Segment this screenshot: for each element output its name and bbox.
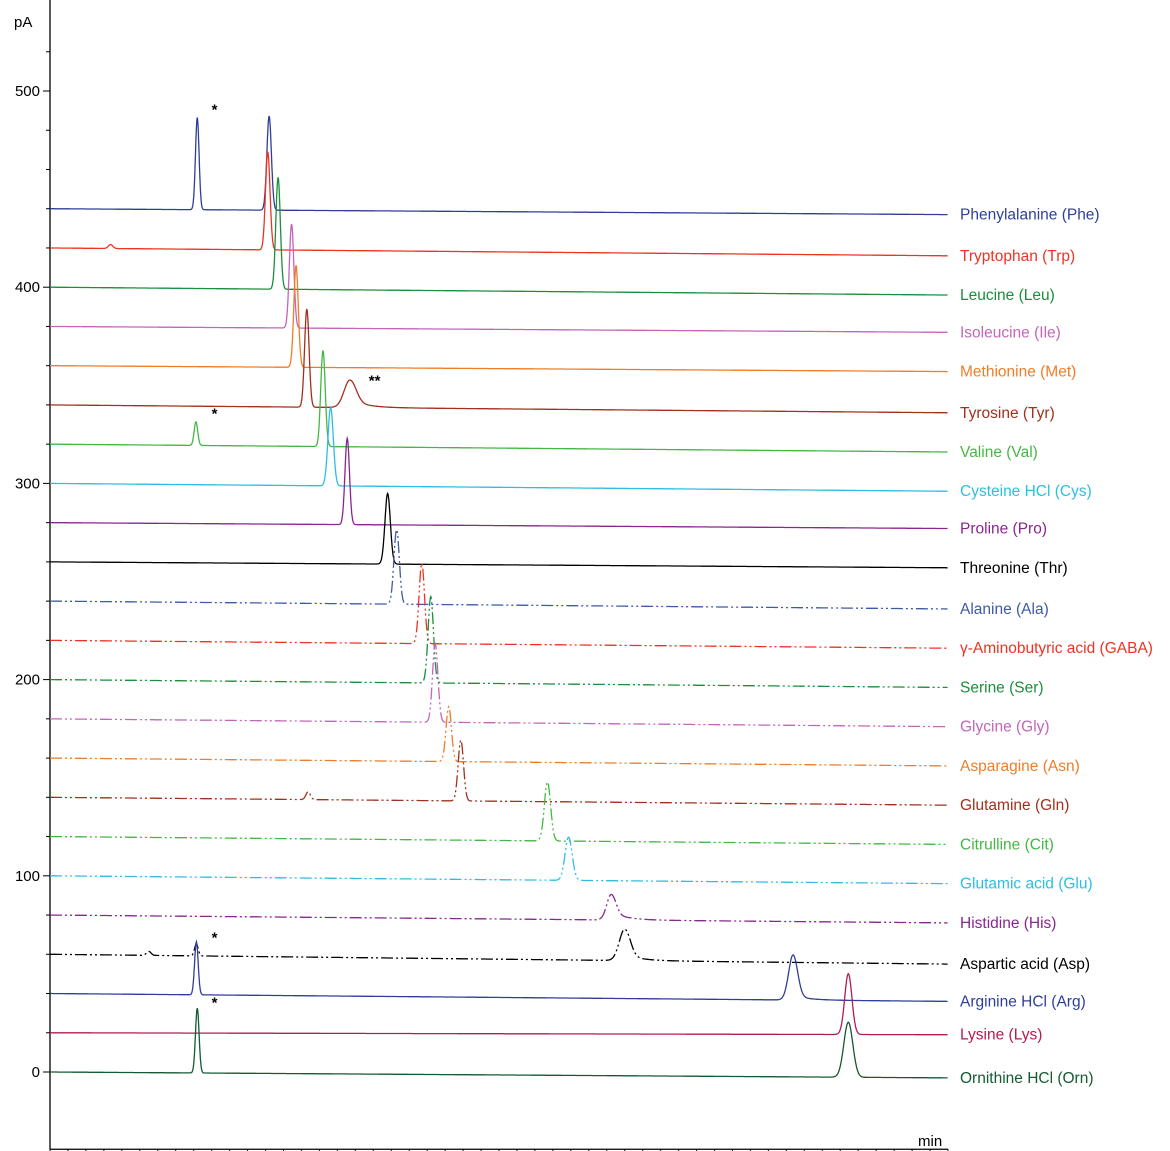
trace-line [50,705,948,767]
trace-line [50,151,948,257]
axes: pA min [14,0,948,1150]
y-tick-label: 300 [15,475,40,492]
series-label: Alanine (Ala) [960,601,1049,618]
series-label: Arginine HCl (Arg) [960,993,1086,1010]
series-label: γ-Aminobutyric acid (GABA) [960,640,1153,657]
trace-line [50,1008,948,1079]
peak-annotation: * [212,406,218,423]
series-label: Glycine (Gly) [960,719,1050,736]
series-label: Serine (Ser) [960,679,1044,696]
y-tick-label: 200 [15,672,40,689]
ticks: 01002003004005000.02.04.06.08.010.012.01… [15,51,949,1151]
trace-line [50,405,948,492]
series-label: Isoleucine (Ile) [960,324,1061,341]
trace-line [50,594,948,689]
y-tick-label: 0 [32,1064,40,1081]
series-label: Leucine (Leu) [960,287,1055,304]
trace-line [50,939,948,1003]
peak-annotations: ****** [212,102,381,1012]
trace-line [50,972,948,1036]
series-label: Glutamine (Gln) [960,797,1069,814]
series-label: Cysteine HCl (Cys) [960,483,1092,500]
trace-line [50,492,948,569]
y-tick-label: 400 [15,279,40,296]
series-label: Citrulline (Cit) [960,836,1054,853]
series-label: Aspartic acid (Asp) [960,956,1090,973]
series-label: Tryptophan (Trp) [960,248,1075,265]
series-label: Lysine (Lys) [960,1027,1042,1044]
x-axis-unit-label: min [918,1133,942,1150]
trace-line [50,561,948,649]
y-axis-unit-label: pA [14,14,32,31]
series-label: Methionine (Met) [960,364,1076,381]
series-labels: Phenylalanine (Phe) Tryptophan (Trp) Leuci… [960,207,1153,1087]
trace-line [50,528,948,610]
series-label: Glutamic acid (Glu) [960,876,1093,893]
trace-line [50,223,948,333]
trace-line [50,177,948,296]
peak-annotation: * [212,930,218,947]
trace-line [50,350,948,453]
peak-annotation: * [212,102,218,119]
trace-line [50,928,948,965]
trace-line [50,435,948,530]
trace-line [50,308,948,414]
trace-line [50,738,948,806]
series-label: Tyrosine (Tyr) [960,405,1055,422]
series-label: Histidine (His) [960,915,1056,932]
trace-line [50,893,948,924]
series-label: Valine (Val) [960,444,1038,461]
peak-annotation: * [212,994,218,1011]
peak-annotation: ** [369,372,381,389]
y-tick-label: 100 [15,868,40,885]
series-label: Proline (Pro) [960,521,1047,538]
trace-line [50,115,948,216]
traces [50,115,948,1079]
trace-line [50,780,948,846]
series-label: Threonine (Thr) [960,560,1068,577]
series-label: Ornithine HCl (Orn) [960,1070,1094,1087]
series-label: Phenylalanine (Phe) [960,207,1100,224]
trace-line [50,265,948,373]
series-label: Asparagine (Asn) [960,758,1080,775]
trace-line [50,641,948,728]
y-tick-label: 500 [15,83,40,100]
trace-line [50,836,948,885]
